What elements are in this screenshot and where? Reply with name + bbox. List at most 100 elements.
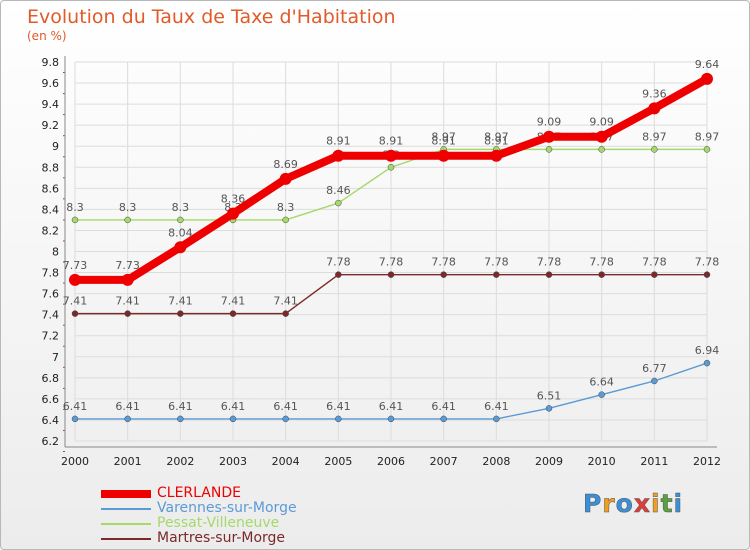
x-tick-label: 2007: [430, 455, 458, 468]
data-label: 8.97: [484, 130, 509, 143]
data-point: [493, 271, 500, 278]
data-point: [651, 146, 658, 153]
data-label: 8.97: [695, 130, 720, 143]
data-point: [651, 271, 658, 278]
data-label: 6.94: [695, 344, 720, 357]
data-point: [335, 199, 342, 207]
data-label: 8.91: [326, 135, 351, 148]
y-tick-label: 8: [52, 246, 59, 259]
y-tick-label: 9.4: [42, 98, 60, 111]
data-point: [490, 149, 503, 162]
data-label: 6.41: [115, 400, 140, 413]
data-point: [437, 149, 450, 162]
data-label: 7.78: [326, 256, 351, 269]
proxiti-logo: Proxiti: [583, 489, 684, 519]
y-tick-label: 9: [52, 140, 59, 153]
x-tick-label: 2008: [482, 455, 510, 468]
y-tick-label: 8.6: [42, 182, 60, 195]
data-point: [440, 415, 447, 423]
data-point: [335, 271, 342, 278]
data-point: [282, 310, 289, 317]
data-label: 9.09: [537, 116, 562, 129]
data-point: [227, 207, 239, 220]
data-point: [332, 149, 345, 162]
y-tick-label: 8.4: [42, 203, 60, 216]
y-tick-label: 6.2: [42, 435, 60, 448]
data-point: [440, 271, 447, 278]
data-label: 6.51: [537, 389, 562, 402]
chart-title: Evolution du Taux de Taxe d'Habitation: [27, 6, 396, 28]
data-label: 9.64: [695, 58, 720, 71]
data-point: [701, 72, 713, 85]
data-label: 6.41: [273, 400, 298, 413]
data-label: 8.36: [221, 193, 246, 206]
data-point: [493, 415, 500, 423]
data-label: 8.46: [326, 184, 351, 197]
data-label: 6.41: [168, 400, 193, 413]
data-label: 7.78: [431, 256, 456, 269]
data-point: [387, 164, 395, 171]
data-point: [282, 415, 289, 423]
data-point: [121, 273, 134, 286]
data-label: 8.91: [431, 135, 456, 148]
chart-subtitle: (en %): [27, 29, 67, 43]
data-label: 8.04: [168, 226, 193, 239]
data-point: [387, 415, 395, 423]
legend-label: Varennes-sur-Morge: [157, 500, 297, 516]
data-point: [71, 310, 79, 317]
data-label: 8.97: [642, 130, 667, 143]
data-point: [598, 271, 605, 278]
x-tick-label: 2001: [114, 455, 142, 468]
x-tick-label: 2010: [588, 455, 616, 468]
legend-swatch: [101, 508, 151, 510]
data-point: [71, 415, 79, 423]
data-label: 7.41: [273, 295, 298, 308]
y-tick-label: 8.8: [42, 161, 60, 174]
data-point: [229, 310, 237, 317]
data-point: [385, 149, 397, 162]
data-label: 8.91: [379, 135, 404, 148]
x-tick-label: 2012: [693, 455, 721, 468]
data-label: 7.73: [115, 259, 140, 272]
data-label: 7.78: [589, 256, 614, 269]
data-point: [545, 405, 553, 412]
data-point: [177, 310, 184, 317]
data-point: [651, 377, 658, 385]
data-point: [69, 273, 81, 286]
data-label: 6.41: [431, 400, 456, 413]
data-point: [703, 271, 711, 278]
data-label: 6.41: [63, 400, 88, 413]
data-label: 6.41: [379, 400, 404, 413]
x-tick-label: 2002: [166, 455, 194, 468]
legend-swatch: [101, 490, 151, 498]
y-tick-label: 7.4: [42, 309, 60, 322]
y-tick-label: 7.8: [42, 267, 60, 280]
x-tick-label: 2004: [272, 455, 300, 468]
x-tick-label: 2011: [640, 455, 668, 468]
y-tick-label: 6.6: [42, 393, 60, 406]
data-point: [177, 415, 184, 423]
legend-label: Pessat-Villeneuve: [157, 515, 280, 531]
y-tick-label: 9.2: [42, 119, 60, 132]
legend-label: Martres-sur-Morge: [157, 530, 286, 546]
x-tick-label: 2000: [61, 455, 89, 468]
data-label: 9.09: [589, 116, 614, 129]
data-label: 8.97: [431, 130, 456, 143]
y-tick-label: 6.8: [42, 372, 60, 385]
data-point: [282, 216, 289, 224]
data-label: 8.3: [119, 201, 137, 214]
data-point: [648, 102, 661, 115]
x-tick-label: 2005: [324, 455, 352, 468]
y-tick-label: 9.8: [42, 56, 60, 69]
data-label: 7.41: [221, 295, 246, 308]
data-label: 6.77: [642, 362, 667, 375]
data-label: 7.41: [115, 295, 140, 308]
data-label: 8.3: [172, 201, 190, 214]
data-point: [279, 172, 292, 185]
data-point: [124, 310, 131, 317]
data-point: [174, 241, 187, 254]
x-tick-label: 2009: [535, 455, 563, 468]
y-tick-label: 6.4: [42, 414, 60, 427]
